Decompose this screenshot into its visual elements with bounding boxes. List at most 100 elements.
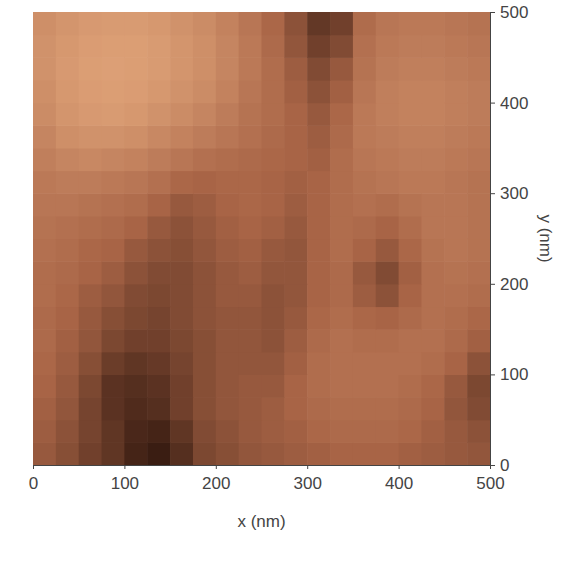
cell <box>33 148 56 171</box>
cell <box>330 442 353 465</box>
cell <box>399 35 422 58</box>
cell <box>102 103 125 126</box>
cell <box>467 420 490 443</box>
cell <box>444 57 467 80</box>
cell <box>216 148 239 171</box>
cell <box>376 80 399 103</box>
cell <box>421 329 444 352</box>
cell <box>353 306 376 329</box>
tick-label: 0 <box>500 456 509 475</box>
cell <box>399 397 422 420</box>
cell <box>56 80 79 103</box>
cell <box>239 125 262 148</box>
cell <box>467 103 490 126</box>
cell <box>284 442 307 465</box>
cell <box>399 125 422 148</box>
cell <box>353 261 376 284</box>
cell <box>33 420 56 443</box>
cell <box>262 374 285 397</box>
cell <box>56 239 79 262</box>
cell <box>102 193 125 216</box>
cell <box>170 352 193 375</box>
cell <box>284 171 307 194</box>
cell <box>147 80 170 103</box>
cell <box>79 125 102 148</box>
cell <box>262 103 285 126</box>
cell <box>147 216 170 239</box>
cell <box>421 352 444 375</box>
cell <box>376 397 399 420</box>
cell <box>467 397 490 420</box>
tick-mark <box>216 465 217 469</box>
cell <box>421 216 444 239</box>
cell <box>102 284 125 307</box>
cell <box>33 103 56 126</box>
cell <box>56 125 79 148</box>
cell <box>33 171 56 194</box>
cell <box>170 103 193 126</box>
cell <box>330 171 353 194</box>
cell <box>467 148 490 171</box>
cell <box>262 216 285 239</box>
cell <box>399 148 422 171</box>
cell <box>330 125 353 148</box>
y-axis: 0100200300400500 <box>490 3 528 475</box>
cell <box>376 284 399 307</box>
cell <box>353 442 376 465</box>
cell <box>284 374 307 397</box>
cell <box>376 193 399 216</box>
cell <box>170 284 193 307</box>
cell <box>239 420 262 443</box>
cell <box>353 12 376 35</box>
cell <box>239 193 262 216</box>
cell <box>193 12 216 35</box>
cell <box>284 12 307 35</box>
cell <box>193 57 216 80</box>
tick-mark <box>490 193 495 194</box>
cell <box>147 284 170 307</box>
cell <box>444 171 467 194</box>
cell <box>102 306 125 329</box>
cell <box>239 80 262 103</box>
tick-mark <box>33 465 34 469</box>
cell <box>467 284 490 307</box>
cell <box>79 306 102 329</box>
cell <box>376 442 399 465</box>
cell <box>376 306 399 329</box>
cell <box>216 125 239 148</box>
cell <box>33 216 56 239</box>
cell <box>33 329 56 352</box>
cell <box>307 80 330 103</box>
cell <box>239 442 262 465</box>
cell <box>124 284 147 307</box>
cell <box>399 329 422 352</box>
cell <box>33 193 56 216</box>
cell <box>147 442 170 465</box>
cell <box>467 239 490 262</box>
cell <box>376 125 399 148</box>
cell <box>262 397 285 420</box>
cell <box>353 374 376 397</box>
cell <box>421 57 444 80</box>
cell <box>239 171 262 194</box>
cell <box>170 397 193 420</box>
cell <box>102 329 125 352</box>
cell <box>56 306 79 329</box>
cell <box>262 261 285 284</box>
cell <box>216 374 239 397</box>
cell <box>33 306 56 329</box>
cell <box>170 216 193 239</box>
cell <box>216 442 239 465</box>
cell <box>284 148 307 171</box>
cell <box>376 352 399 375</box>
cell <box>284 306 307 329</box>
cell <box>307 284 330 307</box>
cell <box>353 284 376 307</box>
cell <box>262 57 285 80</box>
tick-mark <box>307 465 308 469</box>
cell <box>353 35 376 58</box>
cell <box>444 103 467 126</box>
cell <box>79 216 102 239</box>
cell <box>307 148 330 171</box>
cell <box>193 261 216 284</box>
